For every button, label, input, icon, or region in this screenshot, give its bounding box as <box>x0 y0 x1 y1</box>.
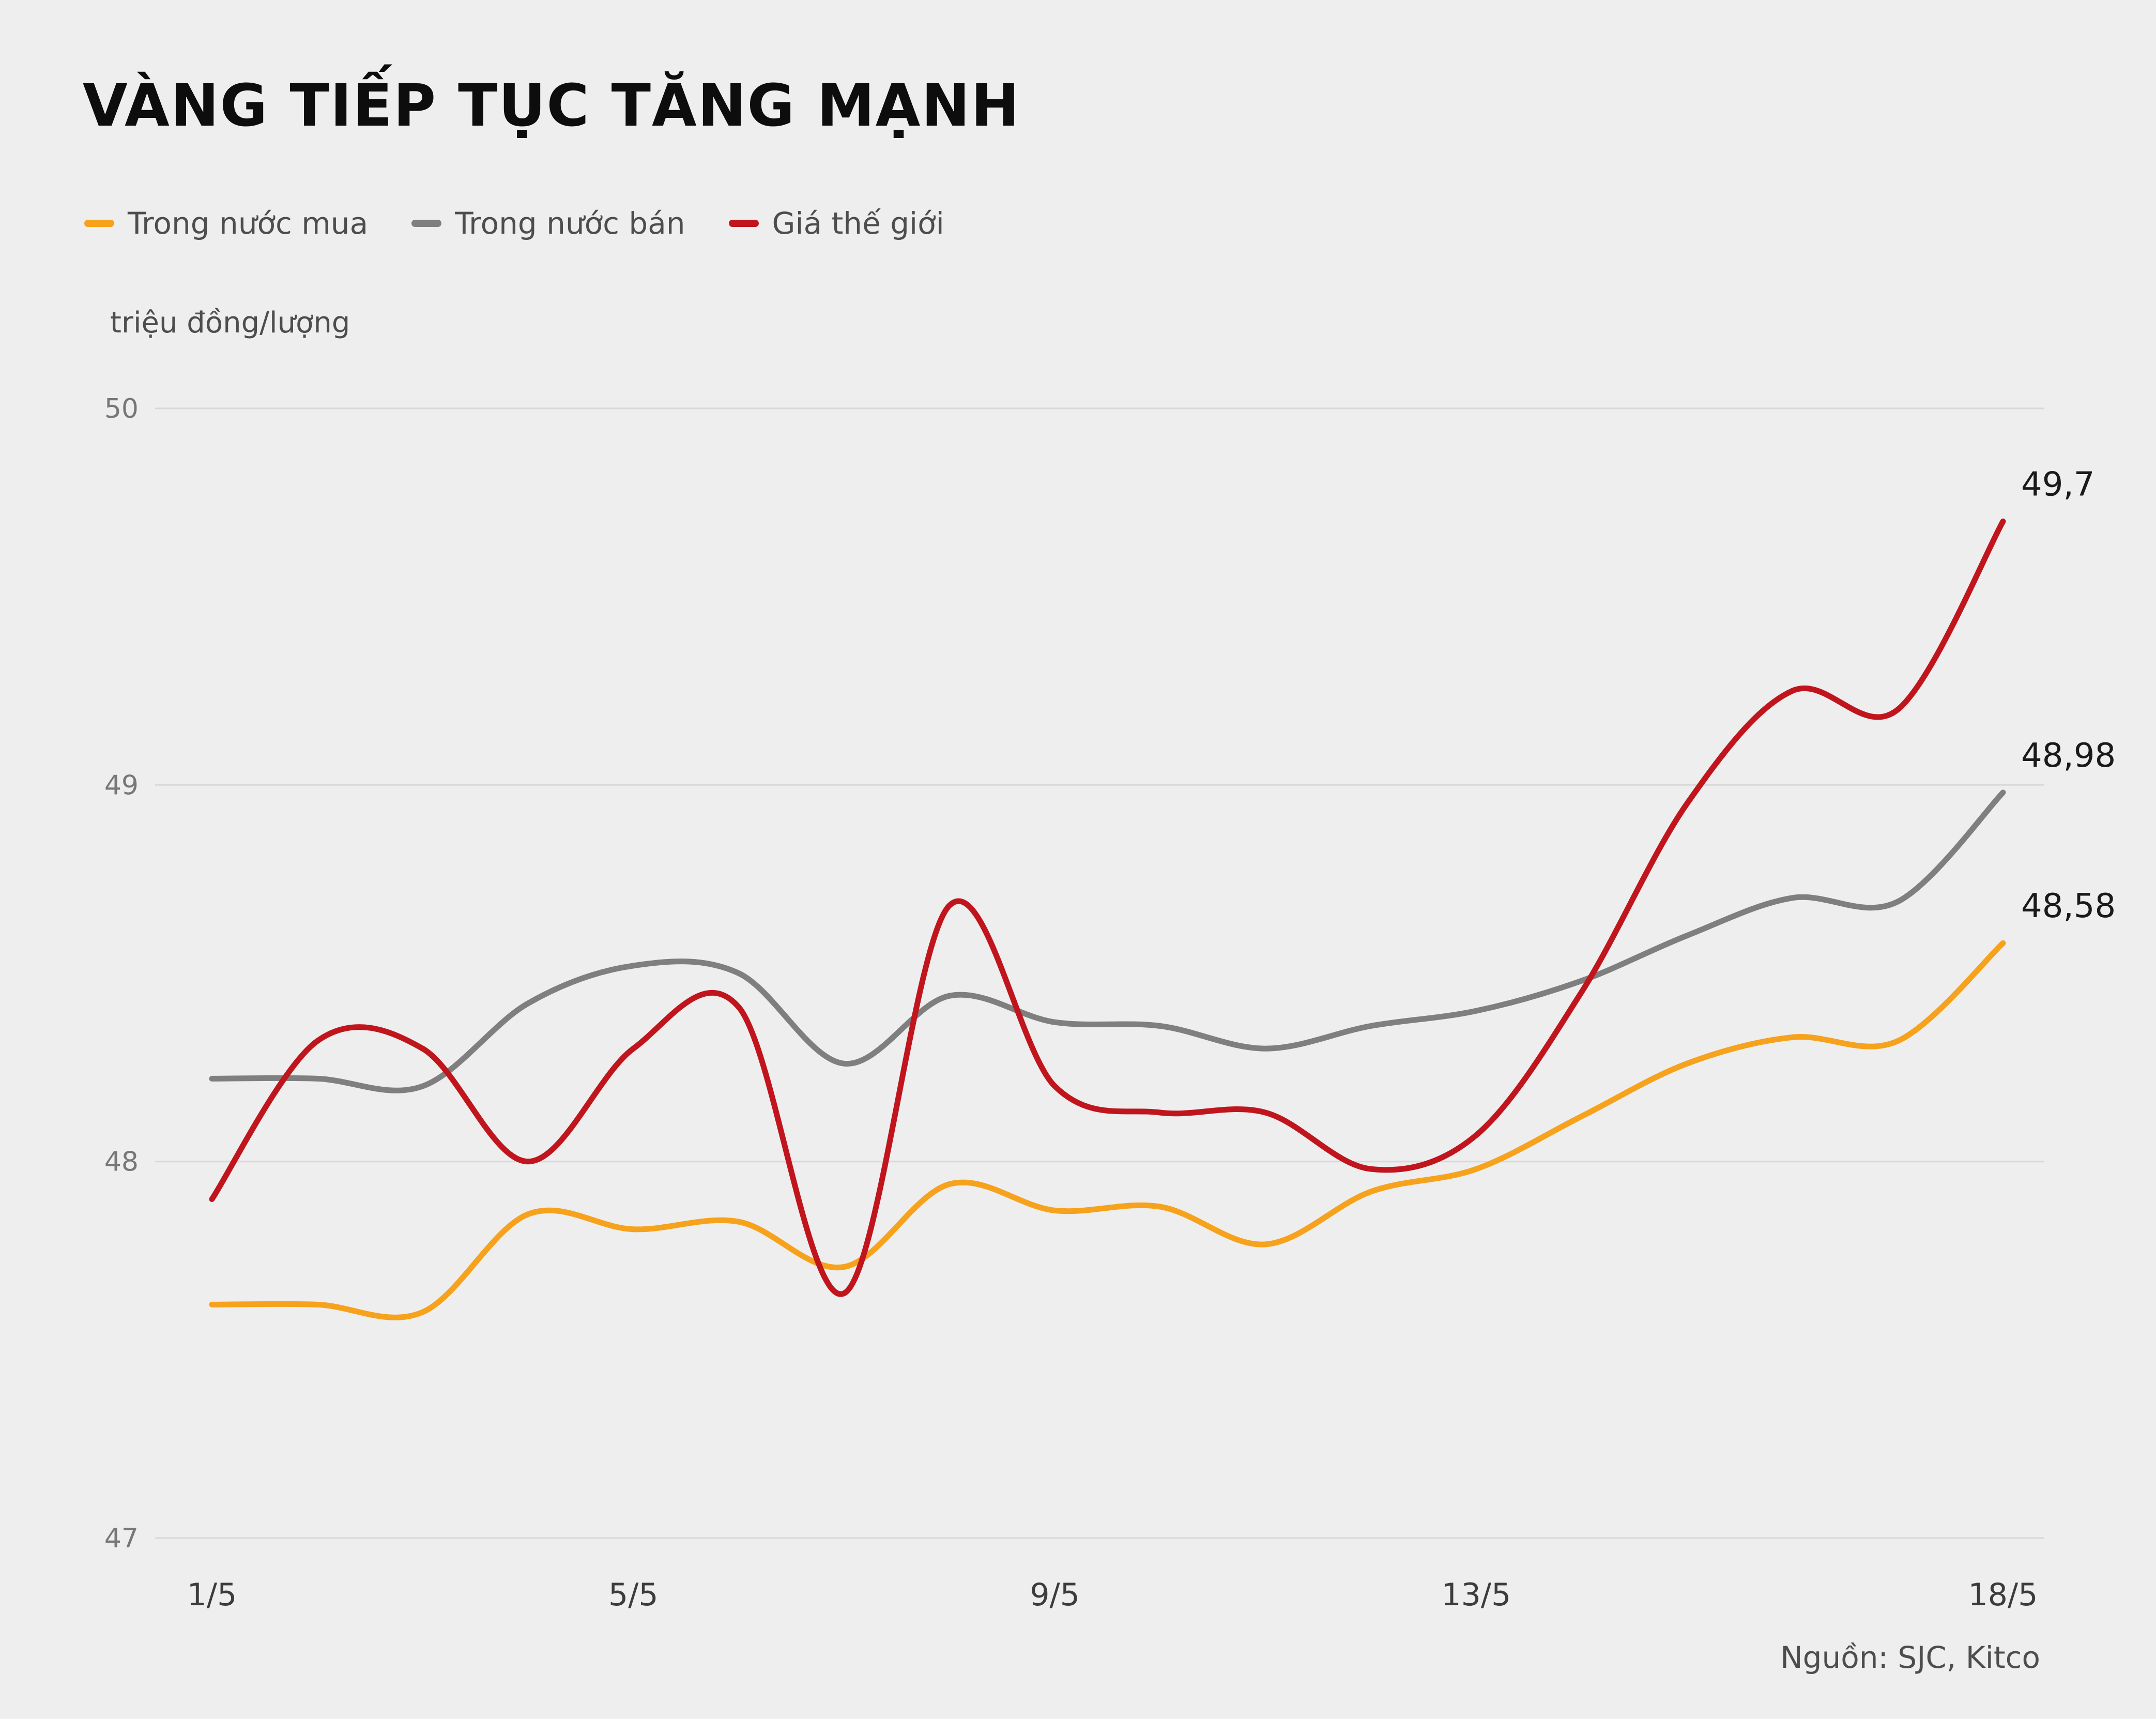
legend: Trong nước mua Trong nước bán Giá thế giới <box>84 206 944 241</box>
y-tick-label: 47 <box>104 1523 139 1554</box>
page-title: VÀNG TIẾP TỤC TĂNG MẠNH <box>83 72 1020 140</box>
series-end-label-1: 48,98 <box>2021 737 2116 775</box>
legend-item-2: Giá thế giới <box>728 206 944 241</box>
legend-swatch-icon <box>728 220 759 227</box>
legend-item-0: Trong nước mua <box>84 206 368 241</box>
series-end-label-2: 49,7 <box>2021 466 2095 504</box>
series-end-label-0: 48,58 <box>2021 887 2116 925</box>
series-line-2 <box>209 519 2006 1297</box>
x-tick-label: 18/5 <box>1968 1577 2038 1613</box>
series-line-0 <box>209 940 2006 1320</box>
x-tick-label: 5/5 <box>608 1577 659 1613</box>
y-tick-label: 49 <box>104 770 139 801</box>
legend-swatch-icon <box>411 220 442 227</box>
source-note: Nguồn: SJC, Kitco <box>1780 1640 2040 1675</box>
series-line-1 <box>209 789 2006 1093</box>
y-tick-label: 48 <box>104 1147 139 1178</box>
x-tick-label: 13/5 <box>1442 1577 1511 1613</box>
x-tick-label: 9/5 <box>1030 1577 1080 1613</box>
legend-swatch-icon <box>84 220 114 227</box>
x-tick-label: 1/5 <box>187 1577 237 1613</box>
legend-label: Trong nước bán <box>455 206 685 241</box>
y-axis-unit-label: triệu đồng/lượng <box>110 306 350 340</box>
y-tick-label: 50 <box>104 393 139 424</box>
legend-label: Trong nước mua <box>128 206 369 241</box>
legend-label: Giá thế giới <box>772 206 944 241</box>
legend-item-1: Trong nước bán <box>411 206 685 241</box>
